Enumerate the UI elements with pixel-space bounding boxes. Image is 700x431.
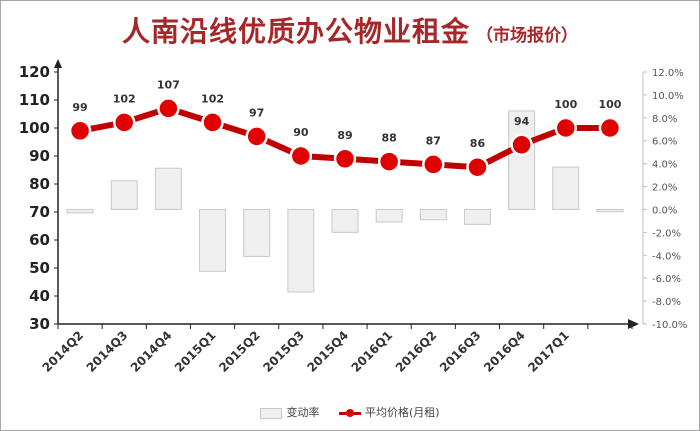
x-tick-label: 2015Q3 — [260, 328, 307, 375]
y-right-tick-label: 4.0% — [652, 160, 677, 171]
bar — [243, 208, 271, 257]
data-label: 99 — [72, 101, 87, 114]
line-series — [68, 97, 622, 179]
y-left-tick-label: 90 — [29, 147, 50, 165]
chart-title: 人南沿线优质办公物业租金 — [121, 15, 470, 48]
price-marker — [289, 144, 313, 168]
y-right-tick-label: -4.0% — [652, 251, 681, 262]
bar — [552, 166, 580, 210]
y-right-tick-label: 2.0% — [652, 183, 677, 194]
bar-series — [66, 110, 624, 293]
legend-line-label: 平均价格(月租) — [364, 406, 440, 419]
data-label: 102 — [113, 92, 136, 105]
data-label: 86 — [470, 137, 486, 150]
y-left-tick-label: 60 — [29, 231, 50, 249]
bar — [375, 208, 403, 223]
bar — [331, 208, 359, 233]
y-right-tick-label: 8.0% — [652, 114, 677, 125]
legend: 变动率 平均价格(月租) — [0, 404, 700, 420]
price-marker — [554, 116, 578, 140]
data-label: 90 — [293, 126, 309, 139]
price-marker — [112, 111, 136, 134]
data-label: 107 — [157, 78, 180, 91]
price-marker — [598, 116, 622, 140]
price-marker — [157, 97, 180, 120]
data-label: 102 — [201, 92, 224, 105]
y-left-tick-label: 70 — [29, 203, 50, 221]
bar — [419, 208, 447, 221]
y-left-tick-label: 110 — [19, 91, 50, 109]
data-label: 94 — [514, 115, 530, 128]
bar — [463, 208, 491, 225]
legend-bar-label: 变动率 — [286, 406, 320, 419]
data-label: 100 — [554, 98, 577, 111]
y-right-tick-label: 0.0% — [652, 205, 677, 216]
x-tick-label: 2016Q4 — [481, 328, 528, 375]
x-tick-label: 2015Q2 — [216, 328, 263, 375]
price-marker — [333, 147, 357, 171]
price-marker — [68, 119, 92, 143]
legend-bar-swatch — [260, 407, 283, 419]
bar — [154, 167, 182, 210]
y-right-tick-label: -2.0% — [652, 228, 681, 239]
chart-subtitle: （市场报价） — [476, 26, 578, 46]
price-marker — [422, 153, 445, 176]
data-label: 97 — [249, 106, 264, 119]
x-tick-label: 2016Q1 — [349, 328, 396, 375]
x-tick-label: 2017Q1 — [525, 328, 572, 375]
legend-item-bar: 变动率 — [260, 404, 319, 420]
price-marker — [466, 155, 489, 179]
legend-line-swatch — [338, 408, 361, 418]
data-label: 88 — [381, 132, 396, 145]
chart-title-block: 人南沿线优质办公物业租金 （市场报价） — [0, 10, 700, 50]
bar — [199, 208, 227, 272]
y-left-tick-label: 80 — [29, 175, 50, 193]
y-right-tick-label: 12.0% — [652, 68, 684, 79]
y-left-tick-label: 120 — [19, 63, 50, 81]
legend-item-line: 平均价格(月租) — [338, 404, 440, 420]
y-right-tick-label: 6.0% — [652, 137, 677, 148]
bar — [596, 208, 624, 213]
axes — [54, 59, 647, 329]
y-right-tick-label: -6.0% — [652, 274, 681, 285]
x-tick-label: 2016Q3 — [437, 328, 484, 375]
x-tick-label: 2016Q2 — [393, 328, 440, 375]
price-marker — [245, 125, 268, 148]
data-label: 87 — [426, 134, 441, 147]
bar — [287, 208, 315, 293]
price-marker — [510, 133, 533, 157]
data-label: 100 — [598, 98, 621, 111]
y-left-tick-label: 30 — [29, 315, 50, 333]
x-tick-label: 2014Q2 — [40, 328, 87, 375]
bar — [110, 180, 138, 210]
x-tick-label: 2014Q3 — [84, 328, 131, 375]
price-marker — [377, 150, 401, 173]
price-marker — [201, 111, 224, 134]
data-label: 89 — [337, 129, 352, 142]
y-left-tick-label: 50 — [29, 259, 50, 277]
y-left-tick-label: 40 — [29, 287, 50, 305]
y-right-tick-label: 10.0% — [652, 91, 684, 102]
x-axis-arrow — [628, 319, 639, 329]
x-tick-label: 2015Q1 — [172, 328, 219, 375]
y-left-tick-label: 100 — [19, 119, 50, 137]
y-axis-arrow — [54, 59, 62, 68]
x-tick-label: 2014Q4 — [128, 328, 175, 375]
bar — [66, 208, 94, 214]
bar — [508, 110, 536, 210]
y-right-tick-label: -10.0% — [652, 320, 687, 331]
y-right-tick-label: -8.0% — [652, 297, 681, 308]
x-tick-label: 2015Q4 — [304, 328, 351, 375]
